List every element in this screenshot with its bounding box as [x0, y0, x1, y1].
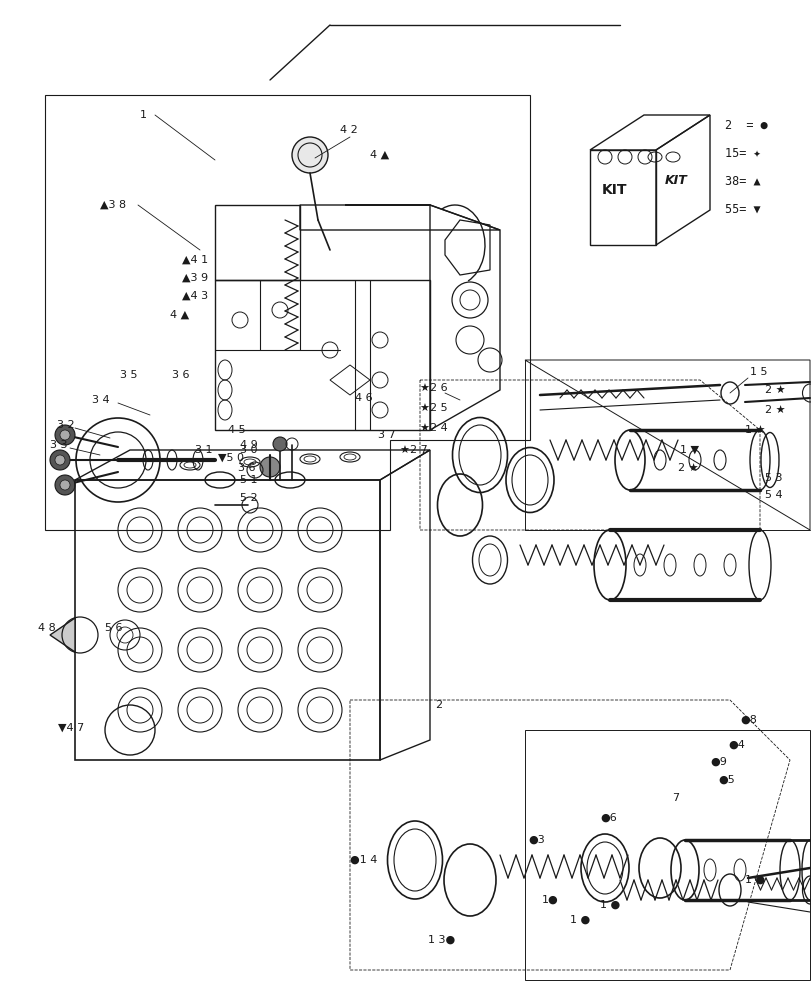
Text: 4 8: 4 8 [38, 623, 56, 633]
Text: 5 4: 5 4 [764, 490, 782, 500]
Circle shape [60, 430, 70, 440]
Polygon shape [50, 618, 75, 652]
Circle shape [60, 480, 70, 490]
Text: 5 1: 5 1 [240, 475, 257, 485]
Text: ▲4 3: ▲4 3 [182, 291, 208, 301]
Text: 4 9: 4 9 [240, 440, 257, 450]
Circle shape [55, 475, 75, 495]
Text: 4 ▲: 4 ▲ [370, 150, 388, 160]
Text: 3 0: 3 0 [240, 445, 257, 455]
Circle shape [50, 450, 70, 470]
Text: 3 2: 3 2 [57, 420, 75, 430]
Circle shape [272, 437, 286, 451]
Text: ★2 5: ★2 5 [419, 403, 447, 413]
Text: 1 ●: 1 ● [744, 875, 764, 885]
Text: ●6: ●6 [599, 813, 616, 823]
Text: 5 6: 5 6 [105, 623, 122, 633]
Text: 4 5: 4 5 [228, 425, 245, 435]
Text: 2 ★: 2 ★ [677, 463, 697, 473]
Text: ●1 4: ●1 4 [350, 855, 377, 865]
Circle shape [55, 425, 75, 445]
Circle shape [292, 137, 328, 173]
Text: ●3: ●3 [527, 835, 544, 845]
Text: 7: 7 [672, 793, 678, 803]
Text: 1: 1 [139, 110, 147, 120]
Circle shape [55, 455, 65, 465]
Text: ★2 4: ★2 4 [419, 423, 447, 433]
Text: 2: 2 [435, 700, 441, 710]
Text: 4 ▲: 4 ▲ [169, 310, 189, 320]
Text: 1 ●: 1 ● [599, 900, 620, 910]
Text: ★2 6: ★2 6 [419, 383, 447, 393]
Text: ●9: ●9 [709, 757, 726, 767]
Text: 4 2: 4 2 [340, 125, 358, 135]
Text: 5 3: 5 3 [764, 473, 782, 483]
Text: 3 1: 3 1 [195, 445, 212, 455]
Text: 1 ★: 1 ★ [744, 425, 765, 435]
Text: ▼5 0: ▼5 0 [217, 453, 243, 463]
Text: KIT: KIT [664, 174, 687, 187]
Text: 3 6: 3 6 [238, 463, 255, 473]
Text: 1 ●: 1 ● [569, 915, 590, 925]
Text: ▼4 7: ▼4 7 [58, 723, 84, 733]
Text: 3 5: 3 5 [120, 370, 137, 380]
Text: 4 6: 4 6 [354, 393, 372, 403]
Text: 2 ★: 2 ★ [764, 405, 785, 415]
Text: 3 4: 3 4 [92, 395, 109, 405]
Text: ●5: ●5 [717, 775, 734, 785]
Text: KIT: KIT [601, 183, 627, 197]
Text: ▲4 1: ▲4 1 [182, 255, 208, 265]
Text: ▲3 8: ▲3 8 [100, 200, 126, 210]
Text: ●8: ●8 [739, 715, 756, 725]
Text: 5 2: 5 2 [240, 493, 257, 503]
Text: 1 5: 1 5 [749, 367, 766, 377]
Text: 3 3: 3 3 [50, 440, 67, 450]
Circle shape [260, 457, 280, 477]
Text: 2  = ●: 2 = ● [724, 119, 767, 132]
Text: 1●: 1● [541, 895, 558, 905]
Text: ★2 7: ★2 7 [400, 445, 427, 455]
Text: 1 3●: 1 3● [427, 935, 455, 945]
Text: 38= ▲: 38= ▲ [724, 175, 760, 188]
Text: 15= ✦: 15= ✦ [724, 147, 760, 160]
Text: 3 6: 3 6 [172, 370, 189, 380]
Text: 2 ★: 2 ★ [764, 385, 785, 395]
Text: 55= ▼: 55= ▼ [724, 202, 760, 216]
Text: ▲3 9: ▲3 9 [182, 273, 208, 283]
Text: 1 ▼: 1 ▼ [679, 445, 698, 455]
Text: 3 7: 3 7 [378, 430, 395, 440]
Text: ●4: ●4 [727, 740, 744, 750]
